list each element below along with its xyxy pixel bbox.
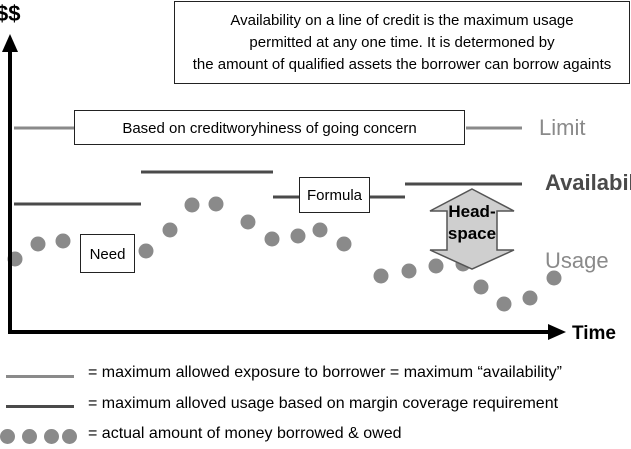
- availability-label: Availabili: [545, 170, 631, 195]
- x-axis-label: Time: [572, 323, 617, 344]
- usage-dot: [208, 196, 224, 212]
- legend-text-availability: = maximum alloved usage based on margin …: [88, 395, 559, 412]
- usage-dot: [496, 296, 512, 312]
- description-line-3: the amount of qualified assets the borro…: [192, 56, 612, 73]
- description-box: Availability on a line of credit is the …: [174, 1, 630, 84]
- usage-dot: [336, 236, 352, 252]
- formula-box: Formula: [299, 177, 370, 213]
- usage-dot: [546, 270, 562, 286]
- usage-label: Usage: [545, 248, 609, 273]
- usage-dot: [290, 228, 306, 244]
- usage-dot: [55, 233, 71, 249]
- usage-dot: [240, 214, 256, 230]
- usage-dot: [522, 290, 538, 306]
- usage-dot: [162, 222, 178, 238]
- usage-dot: [401, 263, 417, 279]
- description-line-1: Availability on a line of credit is the …: [230, 12, 574, 29]
- limit-label: Limit: [539, 115, 586, 140]
- usage-dot: [373, 268, 389, 284]
- headspace-label: Head- space: [438, 201, 506, 245]
- legend-swatch-availability: [6, 405, 74, 408]
- usage-dot: [184, 197, 200, 213]
- legend-text-limit: = maximum allowed exposure to borrower =…: [88, 364, 562, 381]
- usage-dot: [30, 236, 46, 252]
- headspace-label-line-1: Head-: [448, 202, 496, 221]
- description-line-2: permitted at any one time. It is determo…: [249, 34, 555, 51]
- usage-dot: [138, 243, 154, 259]
- y-axis-arrowhead: [2, 34, 18, 52]
- y-axis-label: $$: [0, 1, 21, 26]
- headspace-label-line-2: space: [447, 224, 497, 243]
- usage-dot: [264, 231, 280, 247]
- limit-basis-box: Based on creditworyhiness of going conce…: [74, 110, 465, 145]
- usage-dot: [473, 279, 489, 295]
- x-axis-arrowhead: [548, 324, 566, 340]
- headspace-arrow: [429, 188, 515, 270]
- legend-text-usage: = actual amount of money borrowed & owed: [88, 425, 402, 442]
- usage-dot: [312, 222, 328, 238]
- usage-dots: [7, 196, 562, 312]
- usage-dot: [428, 258, 444, 274]
- need-box: Need: [80, 234, 135, 273]
- legend-swatch-limit: [6, 375, 74, 378]
